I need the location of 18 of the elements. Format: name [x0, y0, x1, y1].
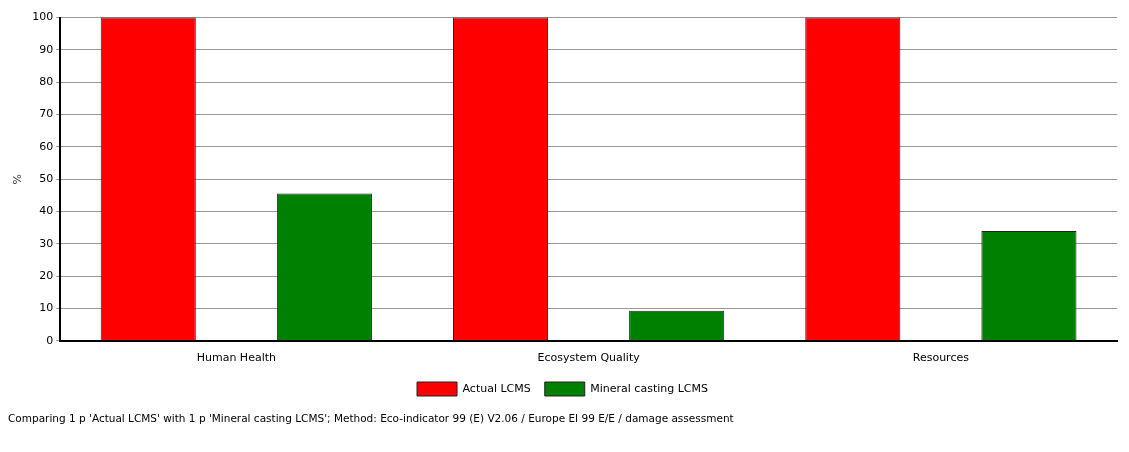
x-tick-label: Resources: [912, 351, 970, 365]
y-tick-label: 0: [46, 333, 54, 347]
y-tick-label: 20: [39, 269, 54, 283]
text: Comparing 1 p 'Actual LCMS' with 1 p 'Mineral casting LCMS'; Method: Eco-indicator 99 (E) V2.06 / Europe EI 99 E/E / damage assessment: [8, 412, 735, 424]
y-tick-label: 10: [39, 301, 54, 315]
y-tick-label: 40: [39, 204, 54, 218]
y-tick-label: 70: [39, 107, 54, 121]
y-tick-label: 50: [39, 172, 54, 186]
y-axis-title: %: [11, 173, 25, 185]
y-tick-label: 80: [39, 75, 54, 89]
x-tick-label: Human Health: [196, 351, 276, 365]
legend-label: Mineral casting LCMS: [590, 381, 708, 395]
legend-label: Actual LCMS: [462, 381, 531, 395]
y-tick-label: 30: [39, 236, 54, 250]
y-tick-label: 100: [32, 10, 54, 24]
y-tick-label: 60: [39, 139, 54, 153]
x-tick-label: Ecosystem Quality: [537, 351, 641, 365]
y-tick-label: 90: [39, 42, 54, 56]
